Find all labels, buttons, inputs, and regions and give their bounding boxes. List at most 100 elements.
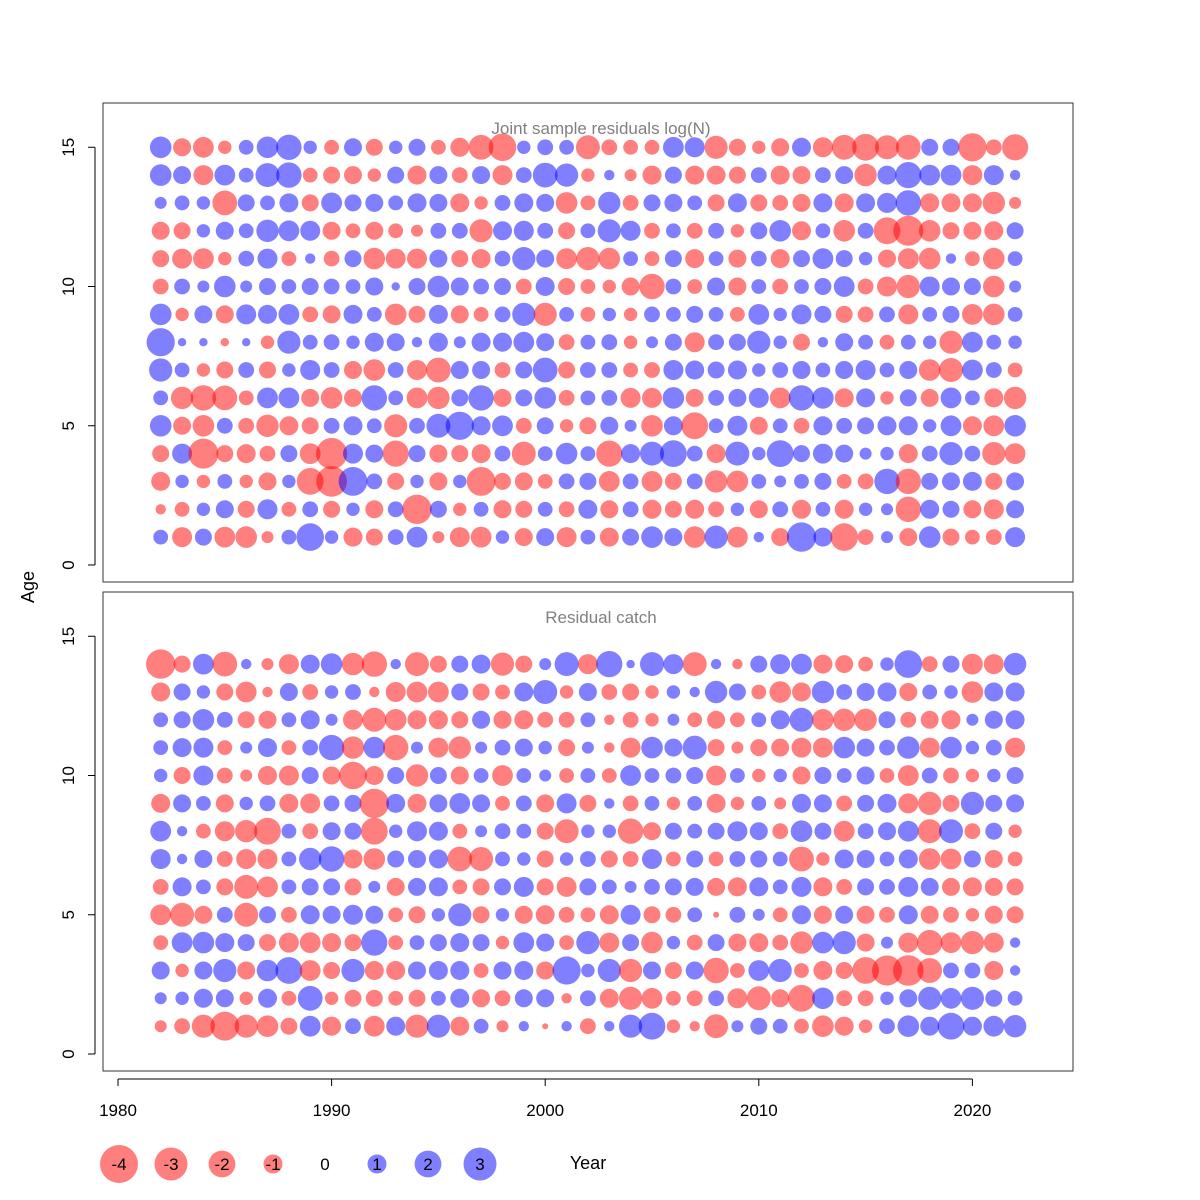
- residual-bubble: [815, 223, 831, 239]
- residual-bubble: [834, 388, 854, 408]
- residual-bubble: [771, 528, 790, 547]
- residual-bubble: [880, 991, 894, 1005]
- residual-bubble: [258, 738, 277, 758]
- residual-bubble: [897, 820, 919, 842]
- residual-bubble: [898, 793, 919, 814]
- residual-bubble: [217, 474, 233, 489]
- residual-bubble: [388, 907, 404, 923]
- residual-bubble: [363, 1015, 385, 1037]
- residual-bubble: [751, 684, 767, 700]
- residual-bubble: [408, 850, 426, 868]
- residual-bubble: [558, 711, 575, 728]
- residual-bubble: [812, 931, 834, 954]
- residual-bubble: [638, 1012, 666, 1040]
- residual-bubble: [322, 221, 341, 240]
- residual-bubble: [962, 304, 983, 325]
- residual-bubble: [279, 683, 298, 701]
- residual-bubble: [302, 823, 319, 840]
- residual-bubble: [579, 472, 597, 490]
- residual-bubble: [921, 767, 938, 784]
- residual-bubble: [965, 251, 980, 266]
- residual-bubble: [493, 388, 512, 407]
- residual-bubble: [897, 1015, 920, 1037]
- residual-bubble: [1009, 169, 1021, 181]
- residual-bubble: [666, 796, 681, 811]
- residual-bubble: [453, 502, 467, 516]
- residual-bubble: [448, 736, 471, 759]
- residual-bubble: [556, 793, 577, 814]
- residual-bubble: [193, 165, 214, 186]
- residual-bubble: [687, 907, 703, 923]
- residual-bubble: [262, 686, 273, 698]
- residual-bubble: [664, 822, 682, 840]
- residual-bubble: [918, 220, 941, 242]
- residual-bubble: [966, 713, 979, 726]
- residual-bubble: [749, 877, 769, 897]
- residual-bubble: [344, 361, 362, 379]
- residual-bubble: [429, 444, 448, 463]
- residual-bubble: [344, 822, 362, 840]
- residual-bubble: [447, 846, 473, 872]
- residual-bubble: [386, 333, 405, 352]
- residual-bubble: [577, 654, 598, 675]
- residual-bubble: [580, 334, 596, 350]
- residual-bubble: [812, 709, 834, 731]
- residual-bubble: [238, 250, 255, 267]
- residual-bubble: [962, 359, 983, 381]
- residual-bubble: [215, 933, 235, 953]
- residual-bubble: [622, 711, 639, 728]
- residual-bubble: [175, 963, 189, 978]
- residual-bubble: [429, 794, 448, 813]
- residual-bubble: [154, 196, 167, 209]
- residual-bubble: [597, 219, 621, 243]
- residual-bubble: [622, 501, 639, 518]
- residual-bubble: [836, 879, 853, 895]
- residual-bubble: [321, 192, 342, 214]
- legend-label: -4: [111, 1155, 126, 1174]
- residual-bubble: [622, 195, 639, 211]
- residual-bubble: [278, 304, 300, 325]
- size-legend: -4 -3 -2 -1 0 1 2 3: [100, 1145, 497, 1183]
- residual-bubble: [749, 933, 769, 953]
- residual-bubble: [539, 769, 552, 782]
- residual-bubble: [216, 683, 234, 701]
- residual-bubble: [984, 682, 1004, 702]
- y-tick-label: 15: [59, 627, 78, 646]
- residual-bubble: [558, 906, 575, 923]
- residual-bubble: [879, 306, 895, 323]
- residual-bubble: [772, 195, 789, 211]
- residual-bubble: [665, 906, 682, 923]
- residual-bubble: [471, 332, 491, 352]
- residual-bubble: [297, 985, 323, 1011]
- residual-bubble: [468, 134, 494, 160]
- residual-bubble: [1005, 682, 1025, 702]
- residual-bubble: [494, 250, 511, 267]
- residual-bubble: [620, 904, 641, 925]
- residual-bubble: [196, 685, 211, 699]
- residual-bubble: [363, 736, 386, 759]
- residual-bubble: [495, 530, 510, 544]
- residual-bubble: [514, 193, 534, 213]
- residual-bubble: [324, 139, 339, 155]
- residual-bubble: [471, 249, 491, 269]
- residual-bubble: [494, 878, 511, 896]
- residual-bubble: [323, 417, 340, 434]
- residual-bubble: [832, 931, 856, 955]
- residual-bubble: [748, 387, 769, 408]
- residual-bubble: [258, 472, 277, 491]
- residual-bubble: [621, 277, 640, 296]
- residual-bubble: [496, 1020, 509, 1033]
- residual-bubble: [813, 654, 833, 674]
- residual-bubble: [732, 658, 743, 670]
- residual-bubble: [261, 531, 274, 544]
- residual-bubble: [790, 820, 813, 842]
- residual-bubble: [407, 193, 427, 213]
- residual-bubble: [834, 193, 854, 213]
- residual-bubble: [175, 474, 189, 489]
- residual-bubble: [431, 908, 446, 922]
- residual-bubble: [644, 879, 660, 895]
- residual-bubble: [899, 989, 918, 1008]
- residual-bubble: [172, 248, 193, 269]
- residual-bubble: [514, 710, 534, 730]
- residual-bubble: [495, 684, 510, 700]
